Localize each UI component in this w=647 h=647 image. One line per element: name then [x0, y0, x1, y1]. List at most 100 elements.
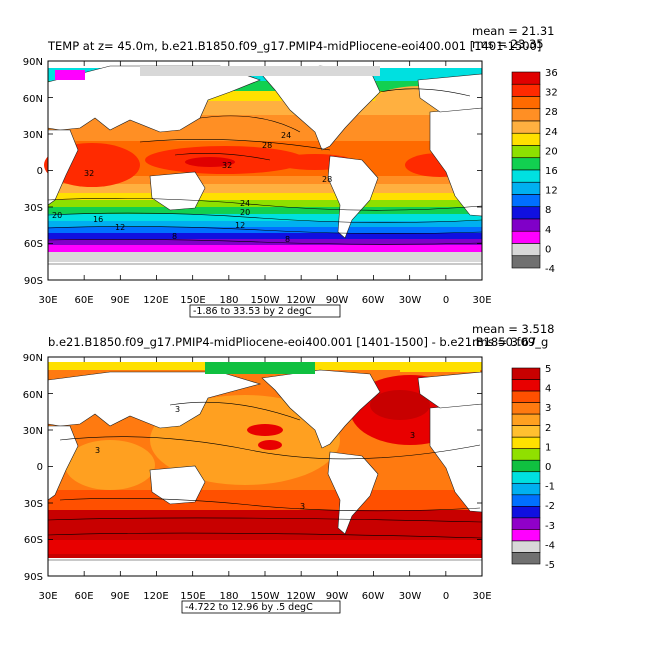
colorbar-label: 16 [545, 166, 558, 177]
colorbar-swatch [511, 169, 541, 183]
colorbar-label: 3 [545, 403, 551, 414]
colorbar-swatch [511, 425, 541, 438]
lat-label: 60N [23, 94, 43, 105]
colorbar-swatch [511, 471, 541, 484]
panel-2-rms: rms = 3.67 [472, 335, 536, 349]
colorbar-swatch [511, 482, 541, 496]
lon-label: 120E [143, 295, 168, 306]
contour-label: 3 [175, 405, 180, 414]
panel-1-lat-labels: 90N 60N 30N 0 30S 60S 90S [23, 57, 43, 287]
lat-label: 90N [23, 353, 43, 364]
lat-label: 60N [23, 390, 43, 401]
contour-label: 32 [84, 169, 94, 178]
contour-label: 16 [93, 215, 103, 224]
colorbar-label: 28 [545, 107, 558, 118]
contour-label: 3 [95, 446, 100, 455]
panel-2-land [47, 369, 483, 577]
contour-label: 3 [410, 431, 415, 440]
lon-label: 90E [110, 295, 129, 306]
panel-2-arctic-anomaly [205, 362, 315, 374]
lat-label: 90S [24, 572, 43, 583]
colorbar-label: 0 [545, 462, 551, 473]
panel-2-lon-labels: 30E 60E 90E 120E 150E 180 150W 120W 90W … [38, 591, 491, 602]
panel-1-range-label: -1.86 to 33.53 by 2 degC [193, 306, 312, 317]
colorbar-label: 2 [545, 423, 551, 434]
lon-label: 30E [472, 591, 491, 602]
colorbar-swatch [511, 390, 541, 403]
panel-2-colorbar: 5 4 3 2 1 0 -1 -2 -3 -4 -5 [511, 364, 555, 571]
lat-label: 90S [24, 276, 43, 287]
lat-label: 0 [37, 462, 43, 473]
colorbar-label: 0 [545, 244, 551, 255]
colorbar-swatch [511, 402, 541, 415]
lon-label: 90W [326, 295, 349, 306]
colorbar-swatch [511, 206, 541, 220]
lat-label: 90N [23, 57, 43, 68]
panel-2-title: b.e21.B1850.f09_g17.PMIP4-midPliocene-eo… [48, 335, 548, 349]
lon-label: 180 [219, 295, 238, 306]
lon-label: 30E [38, 295, 57, 306]
colorbar-swatch [511, 540, 541, 553]
colorbar-label: 8 [545, 205, 551, 216]
panel-1-land [47, 65, 483, 281]
panel-2-contour-labels: 3 3 3 3 [95, 405, 415, 511]
panel-1-colorbar: 36 32 28 24 20 16 12 8 4 0 -4 [511, 68, 558, 275]
contour-label: 24 [240, 199, 250, 208]
panel-2: b.e21.B1850.f09_g17.PMIP4-midPliocene-eo… [23, 322, 555, 614]
colorbar-label: -3 [545, 521, 555, 532]
colorbar-swatch [511, 448, 541, 461]
panel-1-lon-labels: 30E 60E 90E 120E 150E 180 150W 120W 90W … [38, 295, 491, 306]
panel-1-rms: rms = 23.35 [472, 37, 544, 51]
colorbar-swatch [511, 181, 541, 195]
colorbar-label: -1 [545, 482, 555, 493]
colorbar-label: 24 [545, 127, 558, 138]
colorbar-swatch [511, 552, 541, 565]
lat-label: 30N [23, 426, 43, 437]
colorbar-swatch [511, 194, 541, 208]
colorbar-swatch [511, 157, 541, 171]
contour-label: 8 [172, 232, 177, 241]
colorbar-label: 5 [545, 364, 551, 375]
colorbar-swatch [511, 132, 541, 146]
colorbar-swatch [511, 120, 541, 134]
colorbar-swatch [511, 96, 541, 110]
lon-label: 180 [219, 591, 238, 602]
panel-2-lat-labels: 90N 60N 30N 0 30S 60S 90S [23, 353, 43, 583]
lon-label: 150W [251, 295, 280, 306]
lon-label: 90E [110, 591, 129, 602]
colorbar-label: 4 [545, 225, 551, 236]
lat-label: 30N [23, 130, 43, 141]
colorbar-label: 32 [545, 88, 558, 99]
panel-1-arctic-cold [55, 70, 85, 80]
lat-label: 30S [24, 499, 43, 510]
colorbar-swatch [511, 459, 541, 473]
lat-label: 0 [37, 166, 43, 177]
colorbar-swatch [511, 255, 541, 269]
contour-label: 32 [222, 161, 232, 170]
contour-label: 8 [285, 235, 290, 244]
lon-label: 60E [74, 591, 93, 602]
lon-label: 150W [251, 591, 280, 602]
panel-2-range-label: -4.722 to 12.96 by .5 degC [185, 602, 313, 613]
colorbar-label: -4 [545, 264, 555, 275]
lon-label: 90W [326, 591, 349, 602]
contour-label: 12 [115, 223, 125, 232]
panel-2-arctic-anomaly-2 [400, 362, 480, 372]
lon-label: 150E [180, 295, 205, 306]
lon-label: 30E [38, 591, 57, 602]
colorbar-label: 12 [545, 186, 558, 197]
colorbar-label: 20 [545, 146, 558, 157]
panel-2-range-box [181, 600, 341, 614]
colorbar-swatch [511, 243, 541, 257]
panel-2-contours [47, 401, 483, 539]
contour-label: 28 [322, 175, 332, 184]
lat-label: 60S [24, 239, 43, 250]
panel-1-contours [47, 88, 483, 245]
contour-label: 3 [300, 502, 305, 511]
colorbar-swatch [511, 379, 541, 392]
lon-label: 60E [74, 295, 93, 306]
colorbar-label: 36 [545, 68, 558, 79]
panel-1-title: TEMP at z= 45.0m, b.e21.B1850.f09_g17.PM… [47, 39, 541, 53]
colorbar-swatch [511, 494, 541, 507]
